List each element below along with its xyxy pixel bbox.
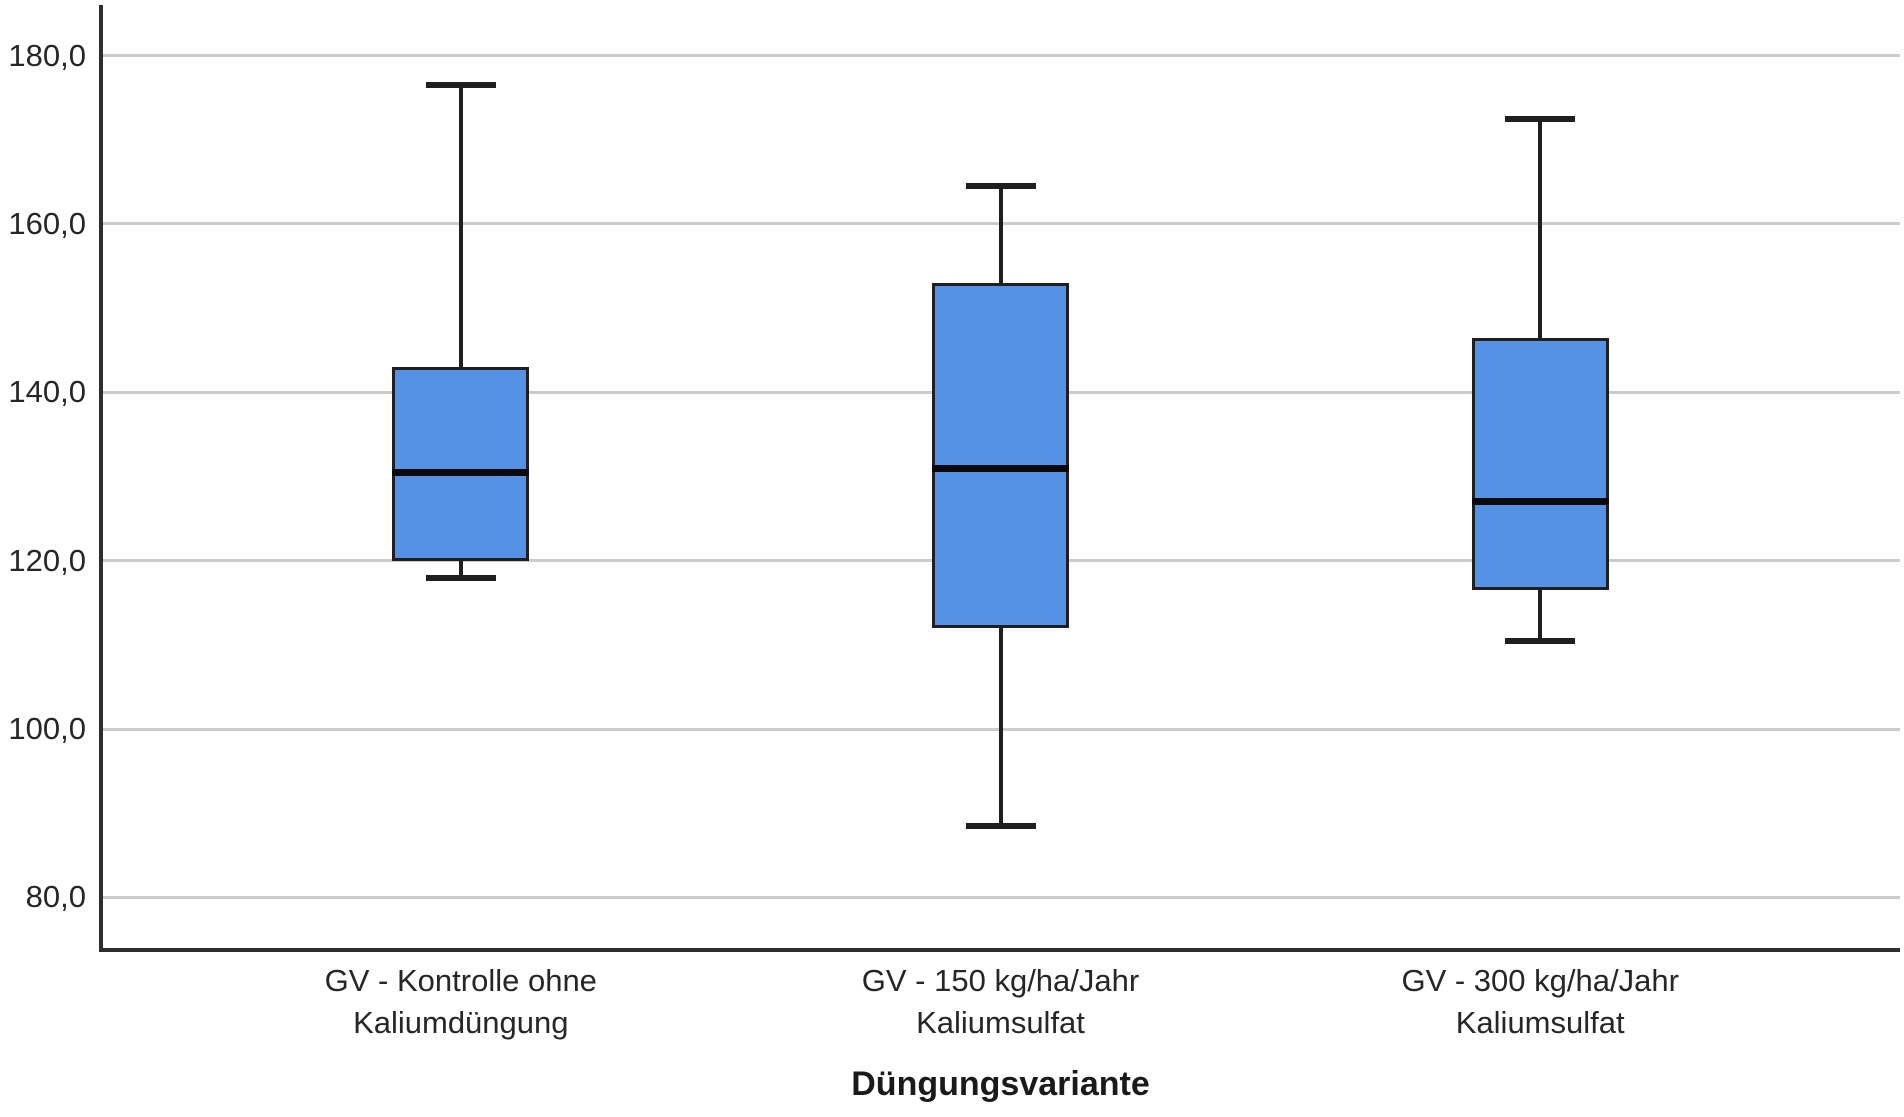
whisker-cap-top — [425, 81, 496, 88]
median-line — [1471, 498, 1609, 506]
whisker-cap-bottom — [1505, 637, 1576, 644]
iqr-box — [392, 367, 530, 561]
y-gridline — [101, 895, 1900, 899]
median-line — [392, 468, 530, 476]
whisker-cap-top — [965, 183, 1036, 190]
whisker-cap-top — [1505, 115, 1576, 122]
iqr-box — [1471, 337, 1609, 591]
x-category-label: GV - 150 kg/ha/Jahr Kaliumsulfat — [861, 963, 1140, 1040]
x-axis-labels: GV - Kontrolle ohne Kaliumdüngung GV - 15… — [0, 960, 1904, 1060]
iqr-box — [932, 282, 1069, 629]
median-line — [932, 464, 1069, 472]
whisker-cap-bottom — [425, 574, 496, 581]
y-gridline — [101, 54, 1900, 58]
whisker-line — [458, 84, 463, 578]
x-category-label: GV - 300 kg/ha/Jahr Kaliumsulfat — [1401, 963, 1679, 1040]
whisker-cap-bottom — [965, 822, 1036, 829]
plot-area — [101, 5, 1900, 948]
y-axis-line — [99, 5, 103, 952]
x-axis-title: Düngungsvariante — [851, 1065, 1150, 1103]
x-category-label: GV - Kontrolle ohne Kaliumdüngung — [324, 963, 597, 1040]
x-axis-line — [99, 948, 1900, 952]
y-axis-labels: 180,0 160,0 140,0 120,0 100,0 80,0 — [8, 37, 86, 915]
